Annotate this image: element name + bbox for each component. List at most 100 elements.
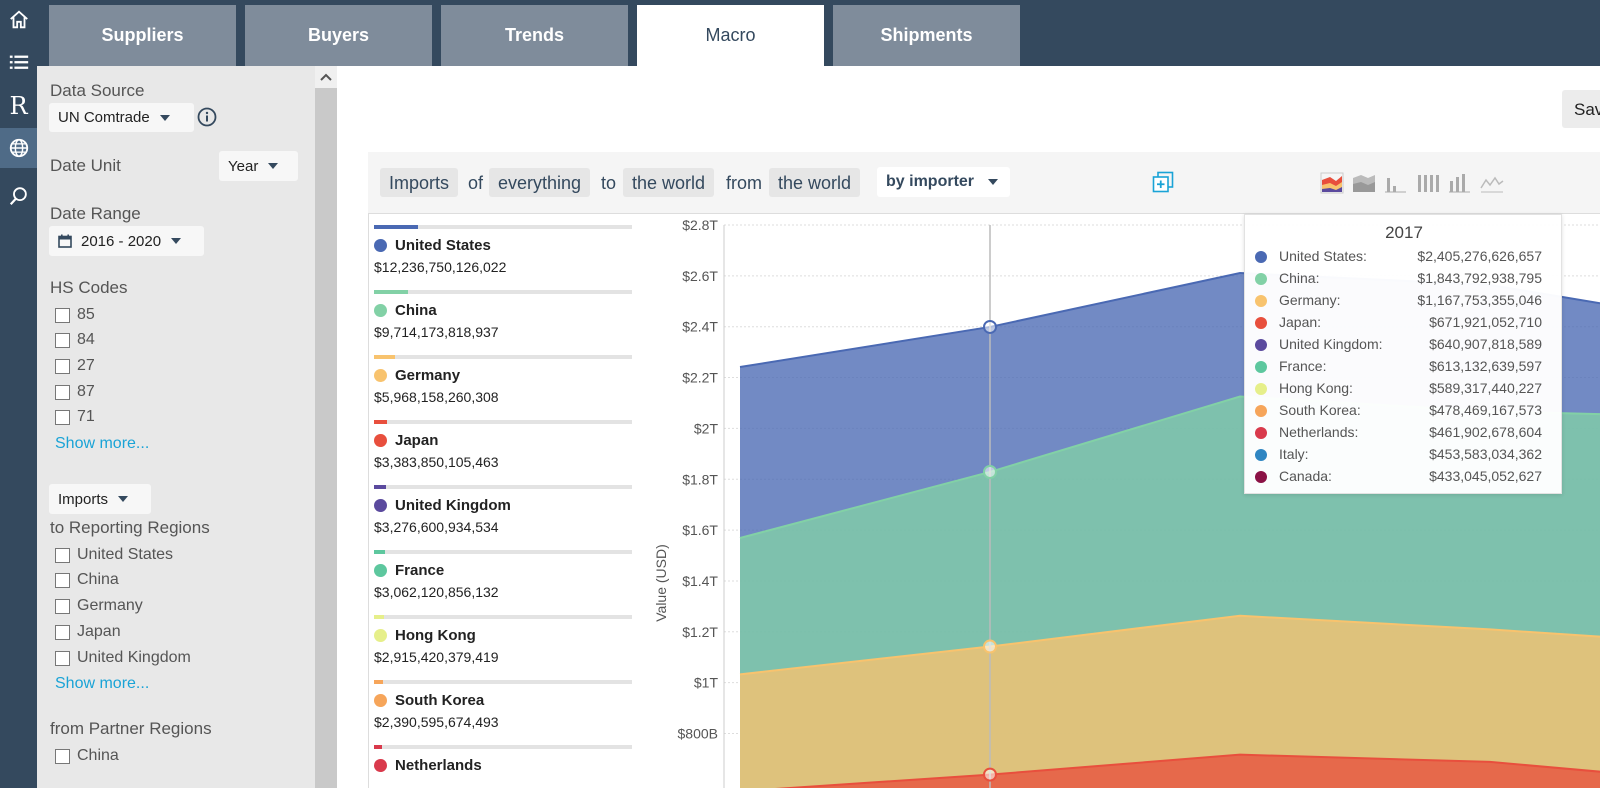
y-tick-label: $2T — [694, 420, 719, 436]
expand-icon[interactable] — [1152, 171, 1174, 193]
share-bar-fill — [374, 290, 408, 294]
legend-color-dot — [374, 499, 387, 512]
tooltip-row: United Kingdom: $640,907,818,589 — [1245, 335, 1563, 357]
tab-suppliers[interactable]: Suppliers — [49, 5, 236, 66]
grouped-bar-chart-icon[interactable] — [1448, 172, 1472, 194]
sidebar-scrollbar[interactable] — [315, 66, 337, 788]
reporting-region-checkbox[interactable]: United States — [55, 546, 173, 564]
macro-globe-button[interactable] — [0, 128, 37, 168]
tooltip-row: Netherlands: $461,902,678,604 — [1245, 423, 1563, 445]
line-chart-icon[interactable] — [1480, 172, 1504, 194]
hover-marker — [983, 464, 997, 479]
reporting-region-label: Japan — [77, 623, 121, 640]
reporting-region-checkbox[interactable]: Germany — [55, 597, 143, 615]
legend-item[interactable]: France $3,062,120,856,132 — [373, 547, 633, 612]
destination-chip[interactable]: the world — [623, 168, 715, 197]
tooltip-series-name: Germany: — [1279, 292, 1341, 308]
legend-item[interactable]: United States $12,236,750,126,022 — [373, 222, 633, 287]
tab-macro[interactable]: Macro — [637, 5, 824, 66]
data-source-dropdown[interactable]: UN Comtrade — [49, 103, 194, 132]
tab-shipments[interactable]: Shipments — [833, 5, 1020, 66]
home-icon — [9, 10, 28, 29]
share-bar-track — [374, 485, 632, 489]
reporting-region-label: United States — [77, 546, 174, 563]
share-bar-track — [374, 355, 632, 359]
date-unit-dropdown[interactable]: Year — [219, 151, 298, 181]
partner-region-checkbox[interactable]: China — [55, 747, 119, 765]
checkbox-box[interactable] — [55, 384, 70, 400]
legend-item[interactable]: China $9,714,173,818,937 — [373, 287, 633, 352]
group-by-dropdown[interactable]: by importer — [877, 167, 1010, 197]
share-bar-track — [374, 615, 632, 619]
legend-item[interactable]: Germany $5,968,158,260,308 — [373, 352, 633, 417]
reporting-region-checkbox[interactable]: Japan — [55, 623, 121, 641]
legend-value: $2,915,420,379,419 — [374, 649, 499, 665]
hs-code-checkbox[interactable]: 27 — [55, 357, 95, 375]
checkbox-box[interactable] — [55, 748, 70, 764]
reporting-region-checkbox[interactable]: United Kingdom — [55, 649, 191, 667]
flow-dropdown[interactable]: Imports — [49, 484, 151, 514]
checkbox-box[interactable] — [55, 547, 70, 563]
hs-codes-show-more-link[interactable]: Show more... — [55, 435, 150, 452]
share-bar-track — [374, 290, 632, 294]
tooltip-series-value: $478,469,167,573 — [1429, 402, 1542, 418]
legend-item[interactable]: South Korea $2,390,595,674,493 — [373, 677, 633, 742]
tooltip-series-name: France: — [1279, 358, 1327, 374]
bar-chart-icon[interactable] — [1384, 172, 1408, 194]
area-chart-icon[interactable] — [1352, 172, 1376, 194]
hs-code-checkbox[interactable]: 85 — [55, 306, 95, 324]
tooltip-series-value: $613,132,639,597 — [1429, 358, 1542, 374]
column-chart-icon[interactable] — [1416, 172, 1440, 194]
area-line-china — [739, 395, 1600, 539]
legend-value: $3,276,600,934,534 — [374, 519, 499, 535]
y-tick-label: $2.2T — [682, 370, 718, 386]
legend-name: Japan — [395, 432, 439, 449]
chevron-down-icon — [171, 238, 182, 244]
save-button[interactable]: Sav — [1562, 90, 1600, 128]
checkbox-box[interactable] — [55, 598, 70, 614]
search-button[interactable] — [0, 176, 37, 216]
product-chip[interactable]: everything — [489, 168, 591, 197]
legend-value: $2,390,595,674,493 — [374, 714, 499, 730]
research-button[interactable]: R — [0, 86, 37, 126]
date-range-dropdown[interactable]: 2016 - 2020 — [49, 226, 204, 256]
legend-name: United Kingdom — [395, 497, 511, 514]
reporting-show-more-link[interactable]: Show more... — [55, 675, 150, 692]
checkbox-box[interactable] — [55, 650, 70, 666]
checkbox-box[interactable] — [55, 409, 70, 425]
list-button[interactable] — [0, 42, 37, 82]
legend-item[interactable]: United Kingdom $3,276,600,934,534 — [373, 482, 633, 547]
legend-item[interactable]: Netherlands — [373, 742, 633, 788]
legend-item[interactable]: Japan $3,383,850,105,463 — [373, 417, 633, 482]
home-button[interactable] — [0, 0, 37, 40]
tooltip-series-value: $589,317,440,227 — [1429, 380, 1542, 396]
tooltip-series-value: $2,405,276,626,657 — [1417, 248, 1542, 264]
reporting-region-label: China — [77, 571, 119, 588]
legend-color-dot — [374, 304, 387, 317]
y-tick-label: $2.8T — [682, 217, 718, 233]
tab-buyers[interactable]: Buyers — [245, 5, 432, 66]
info-icon[interactable] — [197, 107, 217, 127]
tab-trends[interactable]: Trends — [441, 5, 628, 66]
checkbox-box[interactable] — [55, 624, 70, 640]
y-tick-label: $1.8T — [682, 471, 718, 487]
scroll-up-button[interactable] — [315, 66, 337, 88]
legend-item[interactable]: Hong Kong $2,915,420,379,419 — [373, 612, 633, 677]
y-tick-label: $1.4T — [682, 573, 718, 589]
share-bar-track — [374, 420, 632, 424]
legend-value: $12,236,750,126,022 — [374, 259, 507, 275]
globe-icon — [9, 138, 28, 158]
chevron-down-icon — [988, 179, 999, 185]
hs-code-checkbox[interactable]: 87 — [55, 383, 95, 401]
checkbox-box[interactable] — [55, 307, 70, 323]
checkbox-box[interactable] — [55, 332, 70, 348]
hs-code-checkbox[interactable]: 84 — [55, 331, 95, 349]
checkbox-box[interactable] — [55, 572, 70, 588]
stacked-area-chart-icon[interactable] — [1320, 172, 1344, 194]
checkbox-box[interactable] — [55, 358, 70, 374]
origin-chip[interactable]: the world — [769, 168, 861, 197]
date-unit-label: Date Unit — [50, 156, 121, 175]
flow-chip[interactable]: Imports — [380, 168, 459, 197]
hs-code-checkbox[interactable]: 71 — [55, 408, 95, 426]
reporting-region-checkbox[interactable]: China — [55, 571, 119, 589]
